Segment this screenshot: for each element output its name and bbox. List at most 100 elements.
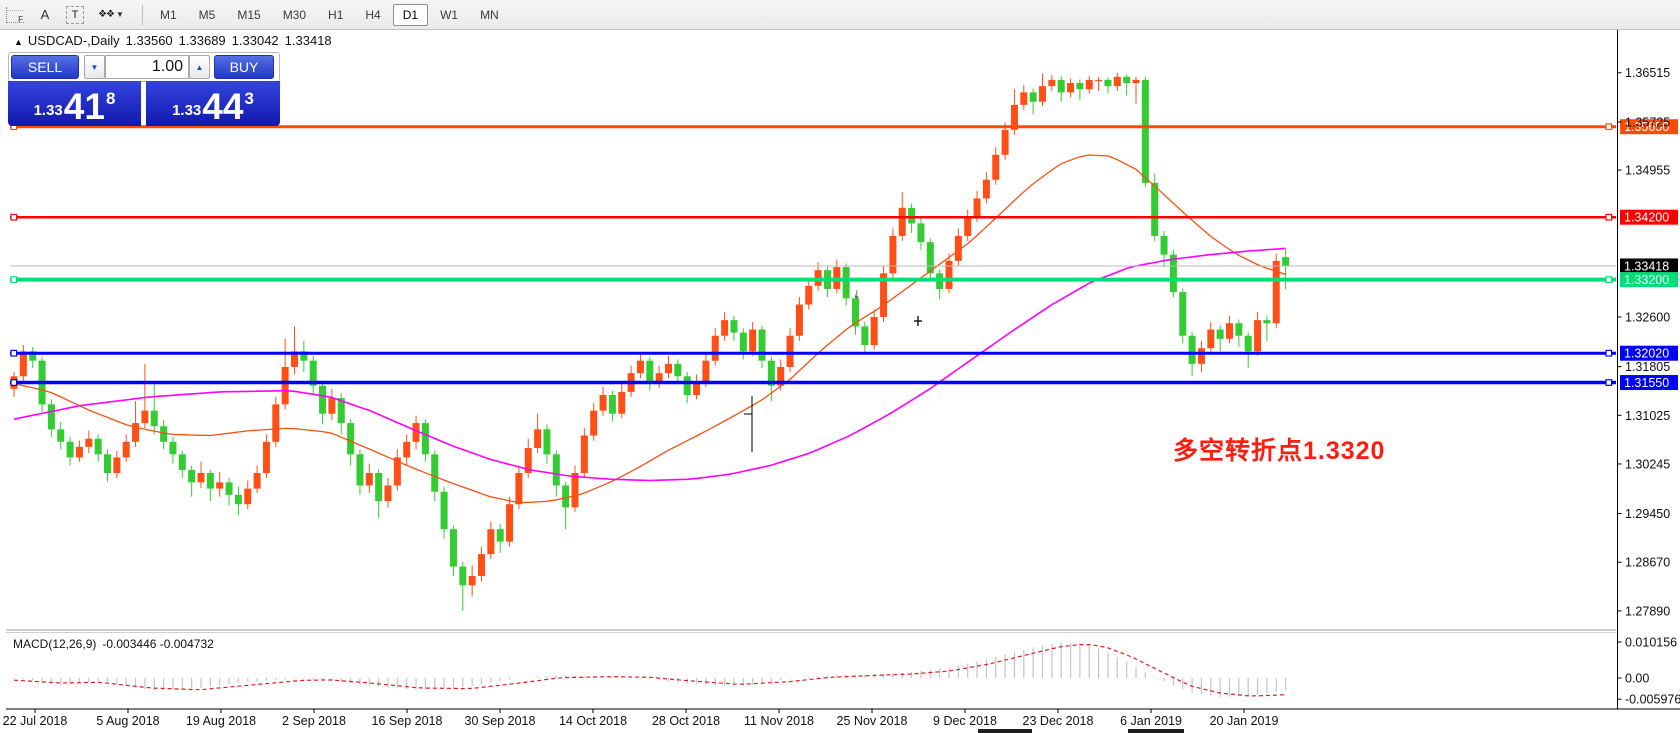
candle-body [291,351,298,367]
candle-body [132,423,140,442]
candle-body [552,454,560,486]
level-price-label [1620,209,1678,225]
candle-body [384,485,392,502]
candles [10,72,1290,611]
candle-body [1010,104,1018,130]
collapse-arrow-icon[interactable]: ▲ [14,37,23,47]
svg-text:1.27890: 1.27890 [1625,604,1670,618]
candle-body [571,473,579,508]
level-lines[interactable]: 1.35650 1.34200 1.33200 1.32020 1.31550 [10,119,1678,391]
candle-body [356,454,364,486]
candle-body [777,366,785,386]
timeframe-button-M5[interactable]: M5 [198,7,216,22]
line-handle [1605,123,1613,131]
candle-body [206,473,214,489]
buy-price-display[interactable]: 1.33 44 3 [146,81,280,126]
candle-body [478,554,485,576]
candle-body [47,404,55,430]
candle-body [66,441,74,458]
price-axis[interactable]: 1.36515 1.35725 1.34955 1.32600 1.31805 1.310… [1617,66,1680,707]
candle-body [711,335,719,361]
sell-price-display[interactable]: 1.33 41 8 [8,81,141,126]
volume-decrease-button[interactable]: ▼ [84,55,105,79]
candle-body [281,366,289,405]
taskbar-fragments [978,729,1184,733]
objects-button[interactable]: ❖❖ ▼ [92,3,130,27]
svg-text:1.31025: 1.31025 [1625,409,1670,423]
svg-text:14 Oct 2018: 14 Oct 2018 [559,714,627,728]
text-label-icon: T [66,5,84,24]
candle-body [1235,323,1243,336]
candle-body [169,441,177,455]
candle-body [1132,79,1140,84]
level-price-label [1620,375,1678,391]
buy-button[interactable]: BUY [214,55,274,79]
candle-body [1216,329,1224,339]
svg-text:1.31550: 1.31550 [1624,376,1669,390]
candle-body [1095,79,1103,82]
candle-body [1076,83,1084,90]
candle-body [693,382,701,396]
candle-body [805,285,813,305]
timeframe-button-MN[interactable]: MN [480,7,499,22]
timeframe-button-H1[interactable]: H1 [328,7,344,22]
buy-price-pip: 3 [244,89,254,108]
timeframe-button-M1[interactable]: M1 [160,7,177,22]
timeframe-button-W1[interactable]: W1 [440,7,459,22]
candle-body [1272,260,1280,324]
candle-body [122,441,130,458]
candle-body [319,385,327,414]
candle-body [300,351,308,361]
candle-body [1197,348,1205,364]
candle-body [655,373,663,383]
level-price-label [1620,345,1678,361]
volume-increase-button[interactable]: ▲ [189,55,210,79]
toolbar-separator [142,4,143,25]
svg-text:11 Nov 2018: 11 Nov 2018 [744,714,814,728]
chart-title: ▲ USDCAD-,Daily 1.33560 1.33689 1.33042 1.334… [14,33,338,48]
candle-body [375,473,383,502]
timeframe-button-M15[interactable]: M15 [237,7,261,22]
timeframe-button-H4[interactable]: H4 [365,7,381,22]
ma-fast-line [13,154,1286,504]
chart-window[interactable]: 1.33418 1.35650 1.34200 1.33200 1.32020 1.315… [0,29,1680,733]
candle-body [449,529,457,567]
sell-button[interactable]: SELL [11,55,79,79]
tick-chart-button[interactable] [2,3,28,27]
candle-body [1048,79,1056,87]
candle-body [1029,92,1037,102]
text-label-button[interactable]: T [62,3,88,27]
svg-text:20 Jan 2019: 20 Jan 2019 [1210,714,1279,728]
candle-body [244,488,252,505]
sell-price-prefix: 1.33 [33,102,63,119]
candle-body [309,360,317,386]
candle-body [1263,320,1271,324]
candle-body [262,441,270,474]
timeframe-button-M30[interactable]: M30 [282,7,307,22]
cursor-button[interactable]: A [32,3,58,27]
timeframe-button-D1[interactable]: D1 [392,3,429,26]
candle-body [1160,235,1168,255]
candle-body [1254,320,1262,352]
svg-text:23 Dec 2018: 23 Dec 2018 [1023,714,1094,728]
candle-body [253,473,261,489]
svg-text:5 Aug 2018: 5 Aug 2018 [96,714,159,728]
date-axis[interactable]: 22 Jul 2018 5 Aug 2018 19 Aug 2018 2 Sep 20… [3,709,1279,728]
candle-body [580,435,588,474]
candle-body [1104,79,1112,87]
candle-body [534,429,542,449]
volume-input[interactable] [105,55,189,79]
level-price-label [1620,272,1678,288]
candle-body [393,457,401,486]
chart-annotation-text: 多空转折点1.3320 [1173,437,1386,465]
candle-body [440,491,448,530]
candle-body [225,482,233,495]
svg-text:1.34955: 1.34955 [1625,164,1670,178]
candle-body [739,332,747,352]
candle-body [57,429,65,442]
candle-body [421,423,429,455]
candle-body [795,304,803,336]
symbol-period-label: USDCAD-,Daily [27,33,120,48]
svg-text:1.35650: 1.35650 [1624,120,1669,134]
